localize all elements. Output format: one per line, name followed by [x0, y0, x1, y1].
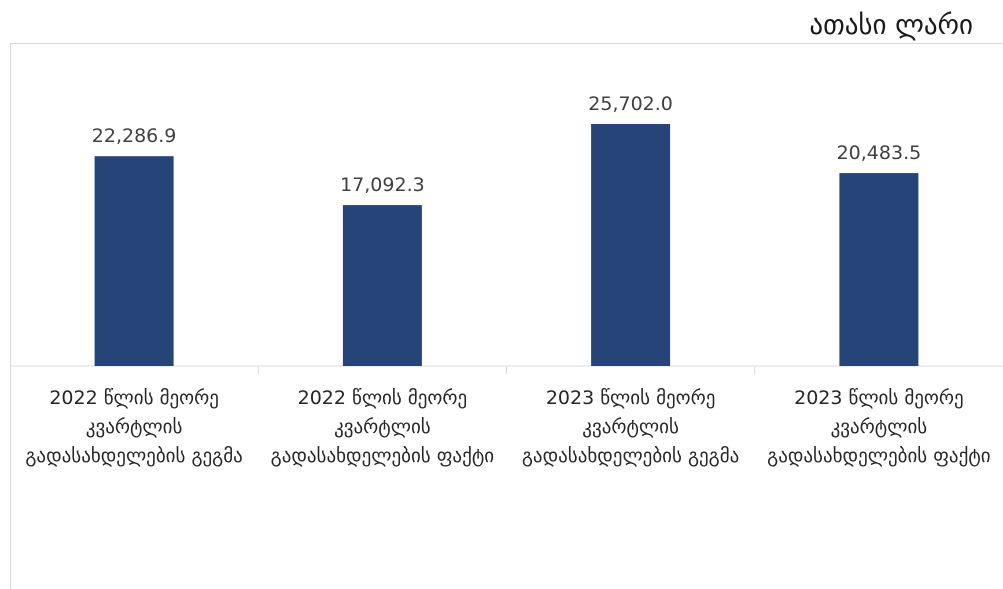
data-label-4: 20,483.5 [837, 142, 922, 164]
bar-4 [839, 173, 919, 366]
chart-frame [10, 43, 1003, 589]
data-label-1: 22,286.9 [92, 125, 177, 147]
category-label-3: 2023 წლის მეორე კვარტლის გადასახდელების … [521, 387, 740, 467]
bar-2 [342, 205, 422, 366]
category-label-4: 2023 წლის მეორე კვარტლის გადასახდელების … [767, 387, 991, 467]
bar-1 [94, 156, 174, 366]
data-label-2: 17,092.3 [340, 174, 425, 196]
unit-label: ათასი ლარი [809, 10, 973, 41]
category-label-1: 2022 წლის მეორე კვარტლის გადასახდელების … [25, 387, 243, 467]
data-label-3: 25,702.0 [588, 93, 673, 115]
bar-3 [591, 124, 671, 366]
category-label-2: 2022 წლის მეორე კვარტლის გადასახდელების … [270, 387, 495, 467]
